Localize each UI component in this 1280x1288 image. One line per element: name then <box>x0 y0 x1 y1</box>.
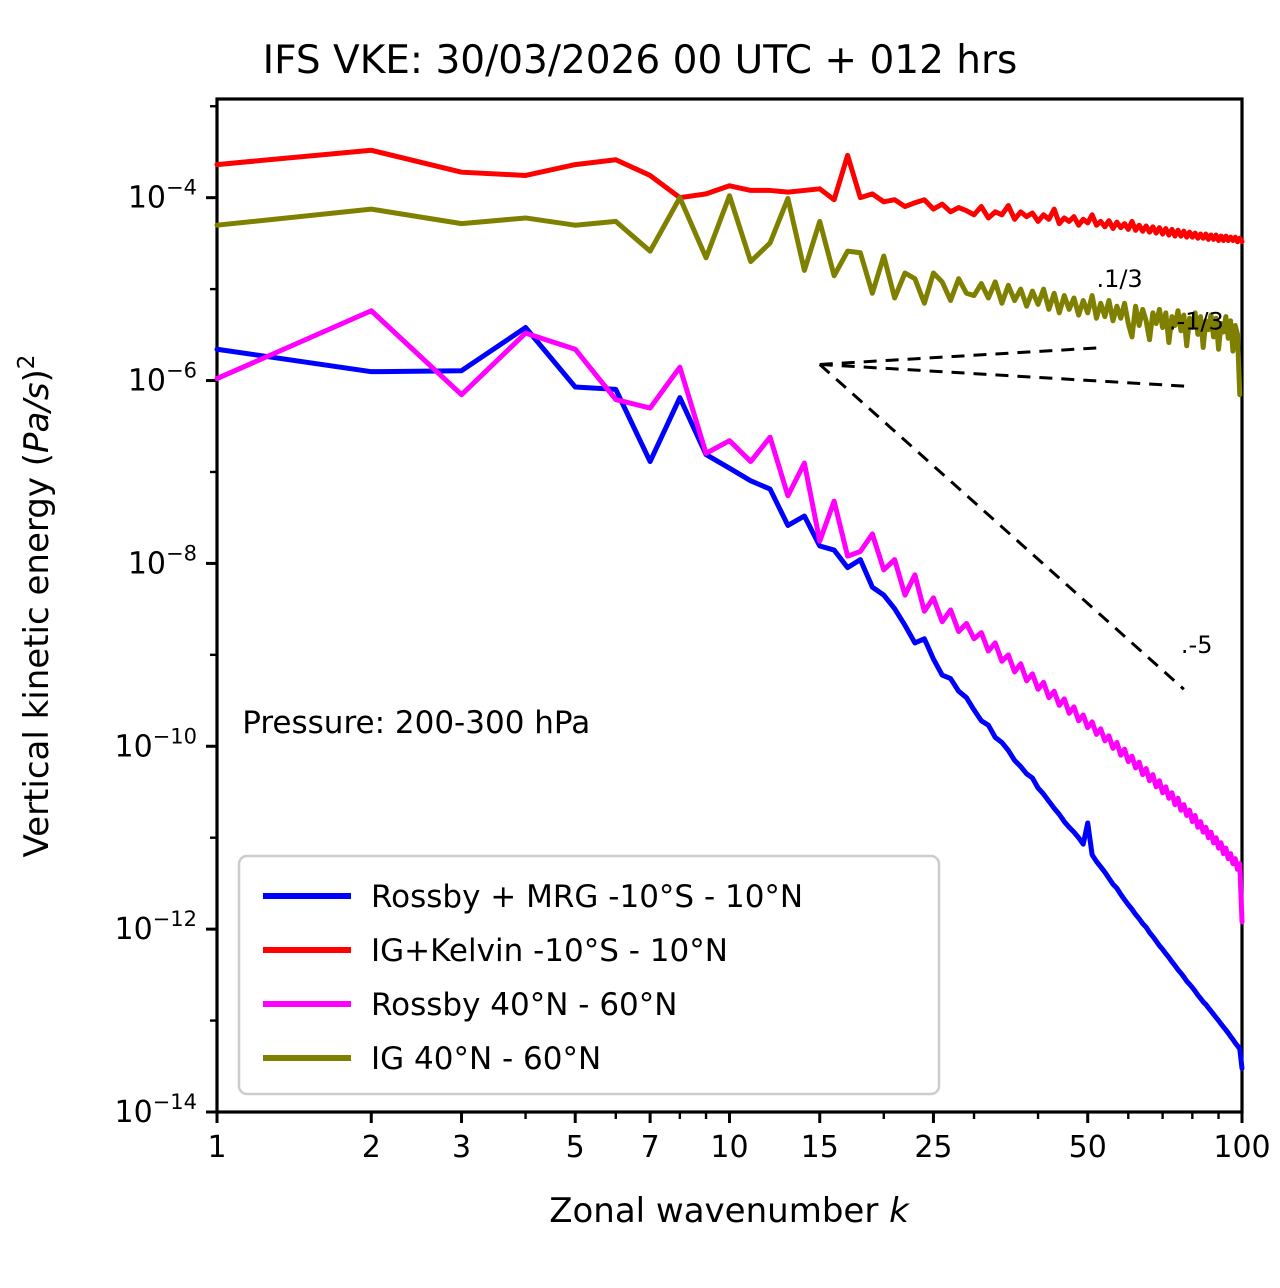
y-tick-label: 10−6 <box>128 359 197 399</box>
y-tick-label: 10−14 <box>114 1090 197 1130</box>
x-tick-label: 50 <box>1069 1130 1107 1165</box>
x-tick-label: 7 <box>641 1130 660 1165</box>
x-tick-label: 2 <box>362 1130 381 1165</box>
legend-label-3[interactable]: IG 40°N - 60°N <box>371 1041 601 1077</box>
x-tick-label: 5 <box>566 1130 585 1165</box>
legend[interactable]: Rossby + MRG -10°S - 10°N IG+Kelvin -10°S… <box>237 854 941 1096</box>
legend-label-2[interactable]: Rossby 40°N - 60°N <box>371 987 677 1023</box>
chart-title: IFS VKE: 30/03/2026 00 UTC + 012 hrs <box>262 38 1018 83</box>
y-tick-label: 10−4 <box>128 176 197 216</box>
pressure-annotation: Pressure: 200-300 hPa <box>242 705 590 741</box>
y-tick-label: 10−8 <box>128 541 197 581</box>
x-tick-label: 100 <box>1213 1130 1270 1165</box>
series-line-1 <box>214 147 1245 245</box>
x-tick-label: 15 <box>801 1130 839 1165</box>
legend-label-1[interactable]: IG+Kelvin -10°S - 10°N <box>371 933 728 969</box>
slope-label-minus-five: .-5 <box>1181 631 1213 659</box>
slope-line-plus-one-third <box>819 346 1097 366</box>
slope-label-minus-one-third: .-1/3 <box>1169 308 1224 336</box>
slope-line-minus-five <box>818 363 1185 691</box>
y-axis-ticks: 10−4 10−6 10−8 10−10 10−12 10−14 <box>114 105 217 1130</box>
data-series-group <box>214 147 1245 1071</box>
series-line-0 <box>214 325 1245 1071</box>
reference-slope-lines <box>818 346 1187 691</box>
series-line-2 <box>214 308 1245 925</box>
legend-box <box>237 854 941 1096</box>
x-axis-title: Zonal wavenumber k <box>549 1191 910 1231</box>
x-tick-label: 1 <box>207 1130 226 1165</box>
annotations-group: Pressure: 200-300 hPa <box>242 705 590 741</box>
x-tick-label: 3 <box>452 1130 471 1165</box>
x-tick-label: 25 <box>914 1130 952 1165</box>
slope-label-plus-one-third: .1/3 <box>1096 265 1142 293</box>
slope-labels-group: .1/3 .-1/3 .-5 <box>1096 265 1223 659</box>
x-tick-label: 10 <box>710 1130 748 1165</box>
y-tick-label: 10−12 <box>114 907 197 947</box>
legend-label-0[interactable]: Rossby + MRG -10°S - 10°N <box>371 879 803 915</box>
series-line-3 <box>214 193 1243 398</box>
y-tick-label: 10−10 <box>114 724 197 764</box>
y-axis-title: Vertical kinetic energy (Pa/s)2 <box>14 355 57 858</box>
slope-line-minus-one-third <box>819 362 1187 388</box>
x-axis-ticks: 1 2 3 5 7 10 15 25 50 100 <box>207 1112 1271 1165</box>
